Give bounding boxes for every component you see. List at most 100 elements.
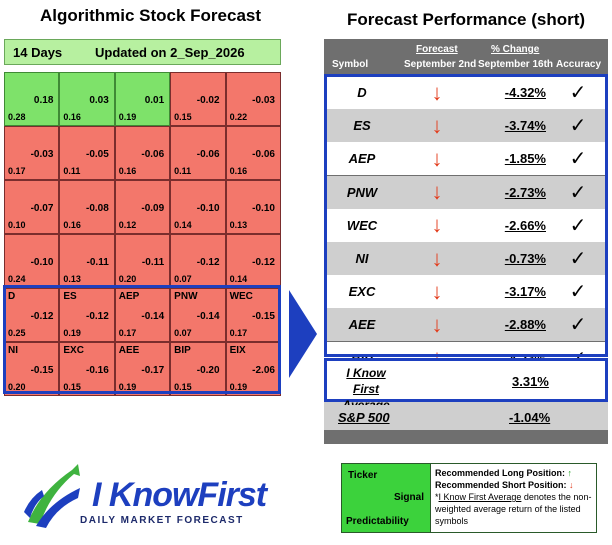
cell-signal: -0.10 xyxy=(196,203,220,214)
cell-predictability: 0.25 xyxy=(8,328,26,338)
cell-predictability: 0.19 xyxy=(229,382,248,392)
pointer-arrow-icon xyxy=(289,290,317,378)
cell-predictability: 0.12 xyxy=(118,220,137,230)
accuracy-check-icon: ✓ xyxy=(569,82,587,104)
heatmap-cell: -0.08 0.16 xyxy=(59,180,115,234)
logo-name: I KnowFirst xyxy=(92,476,267,514)
symbol-cell: D xyxy=(357,85,367,100)
header-forecast-date: September 2nd xyxy=(404,59,477,70)
cell-signal: 0.01 xyxy=(144,95,165,106)
cell-signal: -0.15 xyxy=(30,365,54,376)
cell-signal: -0.02 xyxy=(196,95,220,106)
heatmap-cell: -0.06 0.11 xyxy=(170,126,226,180)
cell-signal: -0.07 xyxy=(30,203,54,214)
table-row: PNW ↓ -2.73% ✓ xyxy=(324,175,608,209)
heatmap-cell: -0.12 0.14 xyxy=(225,234,281,288)
cell-signal: -0.20 xyxy=(196,365,220,376)
cell-signal: -0.12 xyxy=(196,257,220,268)
highlight-box-heatmap xyxy=(3,285,281,394)
heatmap-cell: -0.07 0.10 xyxy=(4,180,60,234)
heatmap-cell: -0.11 0.20 xyxy=(114,234,171,288)
change-cell: -2.73% xyxy=(504,184,546,200)
sp500-row: S&P 500 -1.04% xyxy=(324,405,608,430)
symbol-cell: AEE xyxy=(348,317,376,333)
sp500-label: S&P 500 xyxy=(338,410,390,425)
forecast-arrow-icon: ↓ xyxy=(400,347,474,369)
cell-predictability: 0.14 xyxy=(229,274,248,284)
table-row: ES ↓ -3.74% ✓ xyxy=(324,109,608,143)
heatmap-cell: 0.01 0.19 xyxy=(114,72,171,126)
header-accuracy: Accuracy xyxy=(556,59,602,70)
cell-predictability: 0.16 xyxy=(63,112,81,122)
heatmap-cell: -0.10 0.13 xyxy=(225,180,281,234)
heatmap-cell: EXC -0.16 0.15 xyxy=(59,342,115,396)
heatmap-cell: -0.10 0.24 xyxy=(4,234,60,288)
cell-predictability: 0.16 xyxy=(63,220,81,230)
table-row: WEC ↓ -2.66% ✓ xyxy=(324,208,608,242)
cell-ticker: ES xyxy=(63,291,77,302)
change-cell: -2.66% xyxy=(504,217,546,233)
cell-signal: -0.17 xyxy=(141,365,165,376)
symbol-cell: AEP xyxy=(348,151,376,167)
header-forecast: Forecast xyxy=(416,44,458,55)
cell-predictability: 0.28 xyxy=(8,112,26,122)
cell-signal: -0.05 xyxy=(85,149,109,160)
cell-predictability: 0.11 xyxy=(63,166,81,176)
cell-signal: -0.03 xyxy=(30,149,54,160)
cell-predictability: 0.16 xyxy=(118,166,137,176)
cell-ticker: PNW xyxy=(174,291,198,302)
cell-signal: -0.06 xyxy=(141,149,165,160)
cell-signal: -0.14 xyxy=(196,311,220,322)
cell-predictability: 0.13 xyxy=(229,220,248,230)
heatmap-cell: -0.03 0.17 xyxy=(4,126,60,180)
heatmap-title: Algorithmic Stock Forecast xyxy=(39,6,262,25)
heatmap-cell: BIP -0.20 0.15 xyxy=(170,342,226,396)
legend-note-link: I Know First Average xyxy=(438,492,522,502)
cell-ticker: EIX xyxy=(229,345,246,356)
header-change-date: September 16th xyxy=(478,59,554,70)
cell-predictability: 0.13 xyxy=(63,274,81,284)
logo-swoosh-icon xyxy=(24,464,80,528)
forecast-arrow-icon: ↓ xyxy=(431,145,443,171)
cell-predictability: 0.07 xyxy=(174,328,192,338)
cell-predictability: 0.17 xyxy=(118,328,137,338)
accuracy-check-icon: ✓ xyxy=(569,181,587,204)
legend-predictability: Predictability xyxy=(346,516,409,527)
change-cell: -3.74% xyxy=(504,118,546,134)
cell-predictability: 0.07 xyxy=(174,274,192,284)
change-cell: -1.85% xyxy=(504,151,546,167)
cell-predictability: 0.16 xyxy=(229,166,248,176)
average-label-line1: I Know First xyxy=(346,366,386,396)
cell-signal: -2.06 xyxy=(252,365,275,376)
cell-predictability: 0.19 xyxy=(63,328,81,338)
table-row: AEE ↓ -2.88% ✓ xyxy=(324,308,608,342)
i-know-first-logo: I KnowFirst DAILY MARKET FORECAST xyxy=(20,462,290,532)
heatmap-cell: NI -0.15 0.20 xyxy=(4,342,60,396)
change-cell: -0.73% xyxy=(504,251,546,266)
cell-signal: -0.03 xyxy=(252,95,275,106)
cell-signal: -0.11 xyxy=(86,257,109,268)
cell-signal: -0.15 xyxy=(252,311,275,322)
symbol-cell: NI xyxy=(355,251,369,266)
cell-ticker: AEP xyxy=(118,291,140,302)
heatmap-cell: -0.11 0.13 xyxy=(59,234,115,288)
legend-ticker: Ticker xyxy=(348,470,378,481)
cell-predictability: 0.20 xyxy=(118,274,137,284)
cell-predictability: 0.22 xyxy=(229,112,248,122)
cell-predictability: 0.10 xyxy=(8,220,26,230)
heatmap-cell: -0.03 0.22 xyxy=(225,72,281,126)
heatmap-cell: PNW -0.14 0.07 xyxy=(170,288,226,342)
average-row: I Know First Average 3.31% xyxy=(324,358,608,412)
heatmap-row: 0.18 0.28 0.03 0.16 0.01 0.19 -0.02 0.15 -0.03 0.… xyxy=(4,72,281,126)
cell-predictability: 0.19 xyxy=(118,112,137,122)
heatmap-cell: 0.18 0.28 xyxy=(4,72,60,126)
accuracy-check-icon: ✓ xyxy=(569,314,587,337)
cell-signal: -0.06 xyxy=(252,149,275,160)
cell-signal: -0.10 xyxy=(30,257,54,268)
cell-signal: -0.12 xyxy=(85,311,109,322)
sp500-value: -1.04% xyxy=(509,410,551,425)
heatmap-cell: EIX -2.06 0.19 xyxy=(225,342,281,396)
cell-predictability: 0.17 xyxy=(8,166,26,176)
heatmap-cell: -0.10 0.14 xyxy=(170,180,226,234)
heatmap-cell: AEP -0.14 0.17 xyxy=(114,288,171,342)
